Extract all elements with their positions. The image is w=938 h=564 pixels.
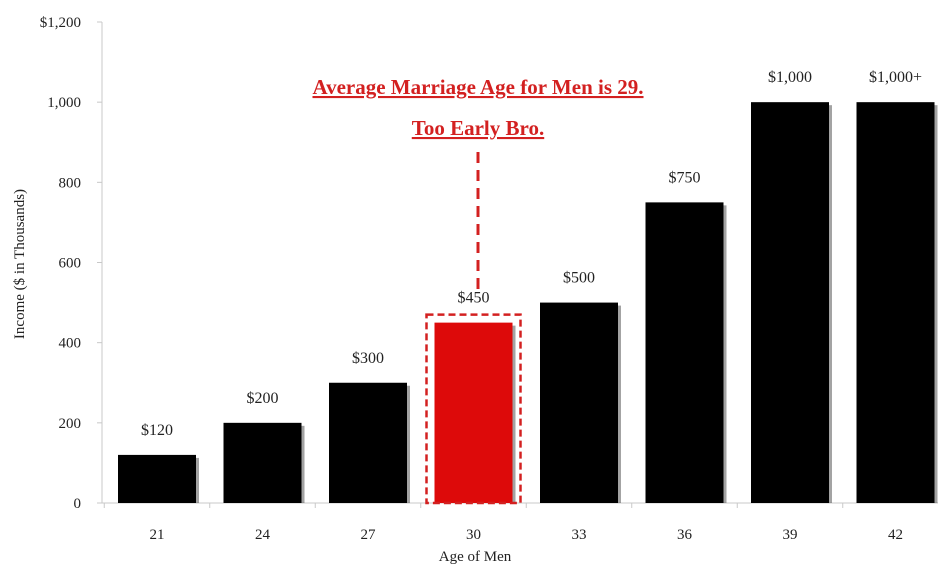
bar-33 — [540, 302, 618, 503]
x-tick-label-21: 21 — [150, 527, 165, 543]
bar-30 — [434, 322, 513, 503]
bars — [118, 102, 938, 504]
bar-39 — [751, 102, 829, 504]
data-label-39: $1,000 — [768, 69, 812, 86]
annotation-line-1: Average Marriage Age for Men is 29. — [312, 75, 643, 99]
highlight-box — [425, 313, 522, 505]
annotation-line-2: Too Early Bro. — [412, 116, 544, 140]
x-tick-label-30: 30 — [466, 527, 481, 543]
data-label-21: $120 — [141, 422, 173, 439]
bar-42 — [856, 102, 935, 504]
bar-24 — [223, 422, 302, 503]
x-tick-label-27: 27 — [361, 527, 377, 543]
data-label-30: $450 — [458, 290, 490, 307]
y-tick-label: 200 — [59, 416, 82, 432]
data-label-33: $500 — [563, 270, 595, 287]
y-axis: 0 200 400 600 800 1,000 $1,200 — [40, 15, 103, 512]
x-tick-label-24: 24 — [255, 527, 271, 543]
x-tick-label-33: 33 — [572, 527, 587, 543]
x-axis-title: Age of Men — [439, 549, 512, 564]
y-tick-label: 1,000 — [47, 95, 81, 111]
y-tick-label: 400 — [59, 336, 82, 352]
y-axis-title: Income ($ in Thousands) — [12, 189, 28, 339]
data-label-27: $300 — [352, 350, 384, 367]
data-label-24: $200 — [247, 390, 279, 407]
y-tick-label: $1,200 — [40, 15, 81, 31]
bar-21 — [118, 454, 196, 503]
annotation: Average Marriage Age for Men is 29. Too … — [312, 75, 644, 505]
x-tick-label-39: 39 — [783, 527, 798, 543]
bar-36 — [645, 202, 724, 503]
data-label-36: $750 — [669, 169, 701, 186]
data-label-42: $1,000+ — [869, 69, 922, 86]
data-labels: $120 $200 $300 $450 $500 $750 $1,000 $1,000+ — [141, 69, 922, 439]
y-tick-label: 0 — [74, 496, 82, 512]
x-axis: 21 24 27 30 33 36 39 42 — [102, 502, 938, 543]
y-tick-label: 600 — [59, 256, 82, 272]
x-tick-label-42: 42 — [888, 527, 903, 543]
x-tick-label-36: 36 — [677, 527, 693, 543]
y-tick-label: 800 — [59, 175, 82, 191]
bar-27 — [329, 382, 407, 503]
